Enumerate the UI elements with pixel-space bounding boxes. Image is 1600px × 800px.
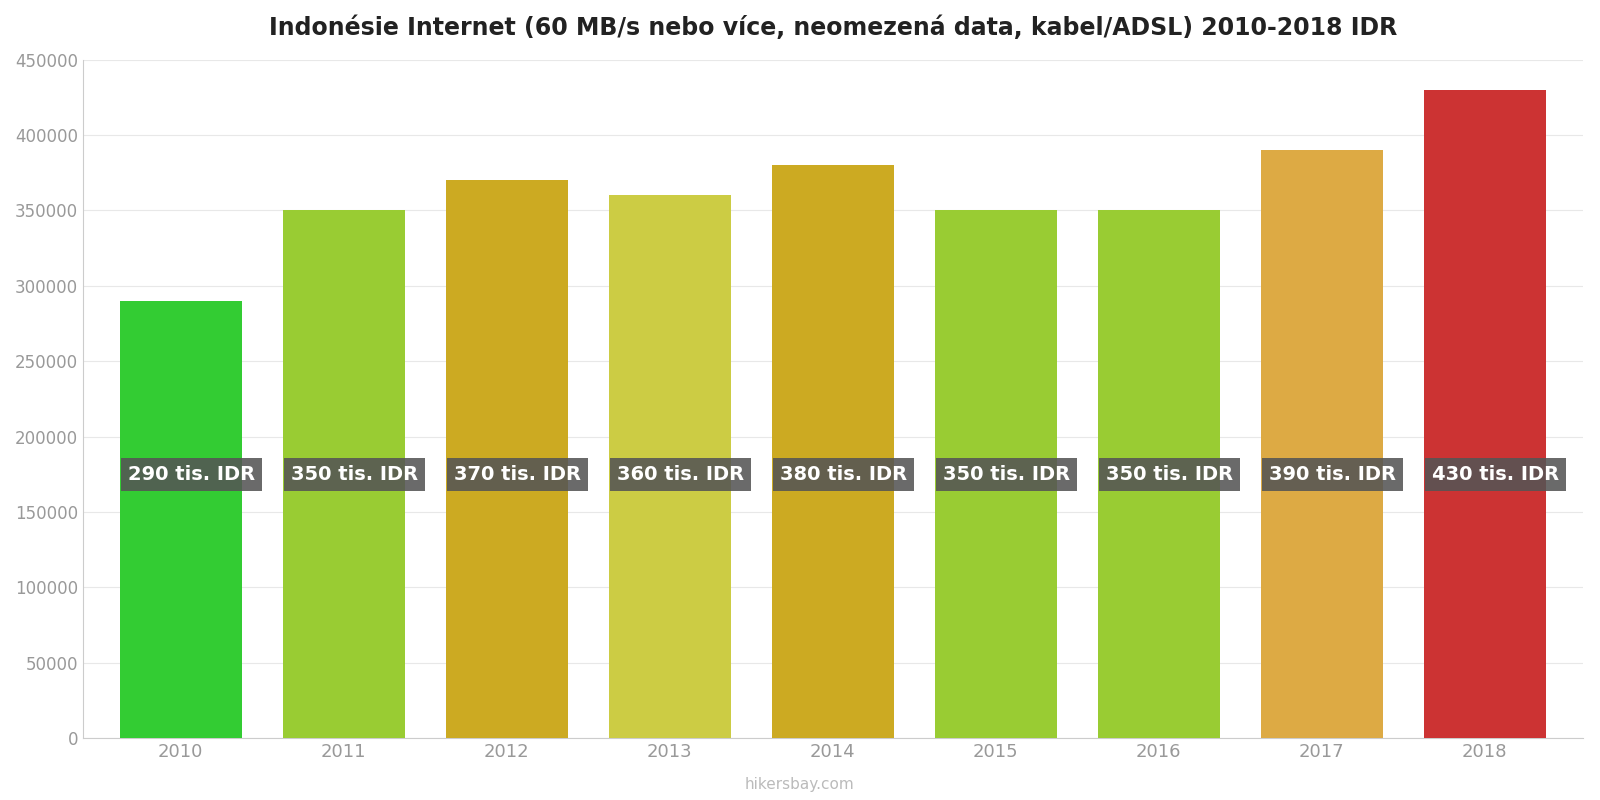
Text: 290 tis. IDR: 290 tis. IDR [128,465,254,484]
Text: 390 tis. IDR: 390 tis. IDR [1269,465,1395,484]
Text: 380 tis. IDR: 380 tis. IDR [779,465,907,484]
Bar [283,210,405,738]
Title: Indonésie Internet (60 MB/s nebo více, neomezená data, kabel/ADSL) 2010-2018 IDR: Indonésie Internet (60 MB/s nebo více, n… [269,15,1397,39]
Text: hikersbay.com: hikersbay.com [746,777,854,792]
Bar [608,195,731,738]
Bar [1261,150,1382,738]
Text: 360 tis. IDR: 360 tis. IDR [616,465,744,484]
Text: 370 tis. IDR: 370 tis. IDR [454,465,581,484]
Bar [771,165,894,738]
Text: 430 tis. IDR: 430 tis. IDR [1432,465,1558,484]
Bar [934,210,1058,738]
Bar [1098,210,1219,738]
Bar [120,301,242,738]
Bar [1424,90,1546,738]
Text: 350 tis. IDR: 350 tis. IDR [942,465,1070,484]
Bar [446,180,568,738]
Text: 350 tis. IDR: 350 tis. IDR [291,465,418,484]
Text: 350 tis. IDR: 350 tis. IDR [1106,465,1234,484]
